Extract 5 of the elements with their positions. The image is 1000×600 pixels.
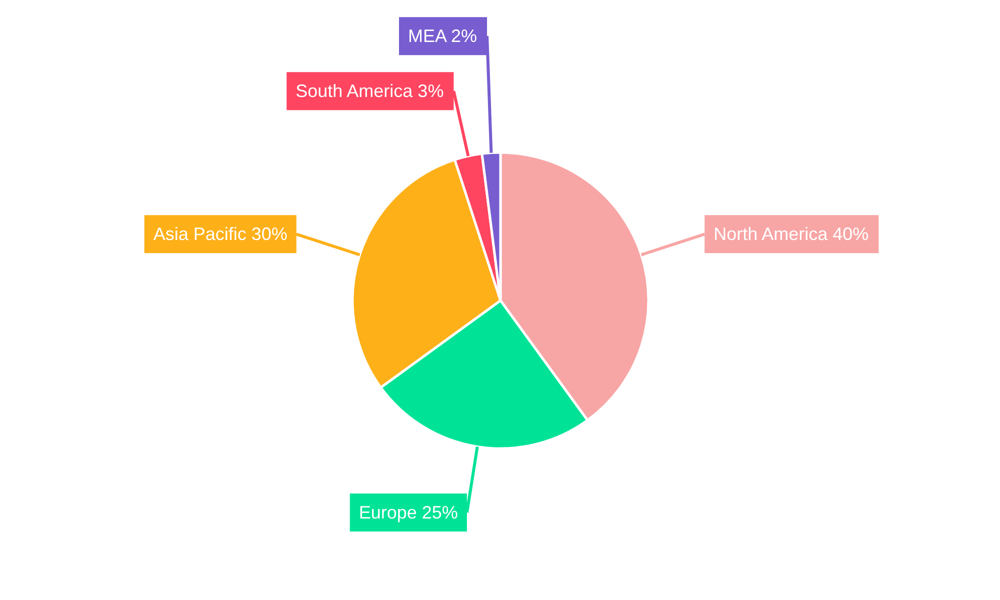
slice-label: Europe 25% <box>358 502 458 522</box>
slice-label: North America 40% <box>714 224 869 244</box>
slice-label: MEA 2% <box>408 26 478 46</box>
slice-label: Asia Pacific 30% <box>153 224 288 244</box>
slice-label: South America 3% <box>296 81 444 102</box>
